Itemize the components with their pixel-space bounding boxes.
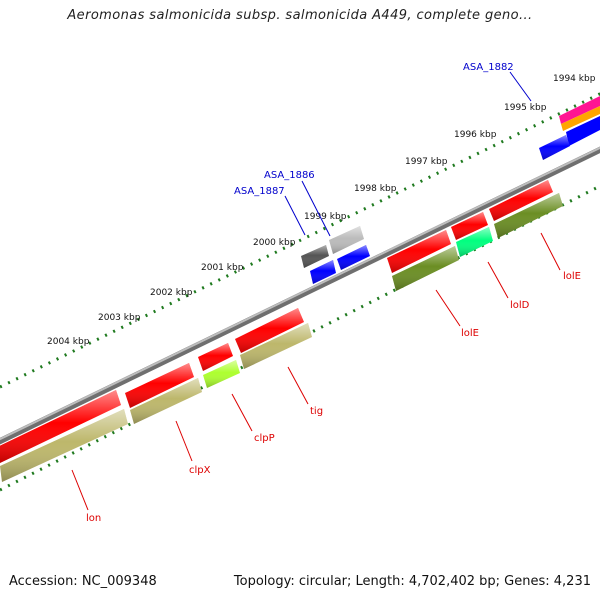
scale-label: 1994 kbp bbox=[553, 74, 596, 84]
gene-label-leaders bbox=[71, 232, 561, 511]
scale-label: 1998 kbp bbox=[354, 184, 397, 194]
genome-summary-text: Topology: circular; Length: 4,702,402 bp… bbox=[233, 574, 591, 589]
leader-line bbox=[509, 71, 532, 102]
accession-text: Accession: NC_009348 bbox=[9, 574, 157, 589]
scale-label: 2002 kbp bbox=[150, 288, 193, 298]
gene-label[interactable]: lon bbox=[86, 513, 101, 524]
leader-line bbox=[435, 289, 461, 327]
gene-label[interactable]: lolE bbox=[461, 328, 479, 339]
cds-blocks bbox=[0, 193, 563, 482]
locus-label[interactable]: ASA_1882 bbox=[463, 62, 514, 73]
scale-track-outer bbox=[0, 92, 600, 389]
scale-label: 2000 kbp bbox=[253, 238, 296, 248]
leader-line bbox=[487, 261, 509, 299]
gene-label[interactable]: clpX bbox=[189, 465, 211, 476]
scale-label: 2004 kbp bbox=[47, 337, 90, 347]
scale-label: 1997 kbp bbox=[405, 157, 448, 167]
feature-magenta[interactable] bbox=[559, 96, 600, 124]
locus-label[interactable]: ASA_1886 bbox=[264, 170, 315, 181]
gene-label[interactable]: tig bbox=[310, 406, 323, 417]
gene-labels: lolE lolD lolE tig clpP clpX lon bbox=[86, 271, 581, 524]
leader-line bbox=[71, 469, 89, 511]
locus-features bbox=[301, 226, 370, 284]
feature-cluster-top-right bbox=[539, 96, 600, 160]
leader-line bbox=[287, 366, 309, 405]
gene-label[interactable]: lolE bbox=[563, 271, 581, 282]
leader-line bbox=[301, 180, 331, 237]
gene-label[interactable]: clpP bbox=[254, 433, 275, 444]
leader-line bbox=[284, 195, 306, 236]
locus-label-leaders bbox=[284, 71, 532, 237]
gene-label[interactable]: lolD bbox=[510, 300, 530, 311]
gene-arrows-red bbox=[0, 180, 553, 463]
locus-label[interactable]: ASA_1887 bbox=[234, 186, 285, 197]
scale-labels: 1994 kbp 1995 kbp 1996 kbp 1997 kbp 1998… bbox=[47, 74, 596, 347]
outer-dotted-track bbox=[0, 92, 600, 389]
scale-label: 1996 kbp bbox=[454, 130, 497, 140]
leader-line bbox=[231, 393, 253, 432]
leader-line bbox=[175, 420, 193, 462]
scale-label: 1995 kbp bbox=[504, 103, 547, 113]
scale-label: 2003 kbp bbox=[98, 313, 141, 323]
backbone bbox=[0, 146, 600, 445]
scale-label: 2001 kbp bbox=[201, 263, 244, 273]
leader-line bbox=[540, 232, 561, 271]
feature-blue-top[interactable] bbox=[566, 116, 600, 146]
feature-orange[interactable] bbox=[561, 106, 600, 131]
backbone-line-light bbox=[0, 146, 600, 441]
locus-labels: ASA_1882 ASA_1886 ASA_1887 bbox=[234, 62, 514, 197]
backbone-line-dark bbox=[0, 146, 600, 445]
scale-label: 1999 kbp bbox=[304, 212, 347, 222]
map-title: Aeromonas salmonicida subsp. salmonicida… bbox=[67, 8, 533, 23]
